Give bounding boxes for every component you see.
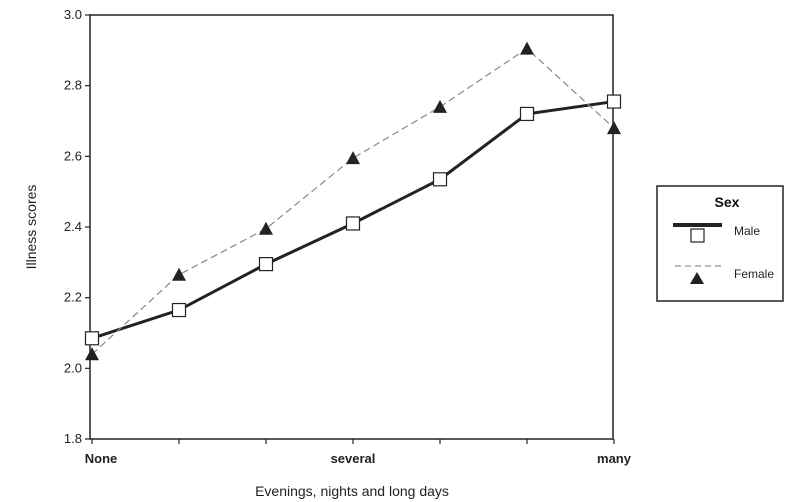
point-male	[345, 216, 361, 231]
x-tick-label: None	[85, 451, 118, 466]
y-tick-label: 2.8	[64, 78, 82, 93]
y-axis: 1.8 2.0 2.2 2.4 2.6 2.8 3.0	[64, 7, 90, 446]
point-female	[85, 347, 99, 361]
legend-female-label: Female	[734, 267, 774, 281]
legend-male-label: Male	[734, 224, 760, 238]
x-axis-title: Evenings, nights and long days	[255, 483, 449, 499]
point-female	[520, 41, 534, 55]
point-female	[346, 151, 360, 165]
y-tick-label: 3.0	[64, 7, 82, 22]
point-male	[258, 257, 274, 272]
point-male	[519, 106, 535, 122]
point-male	[171, 302, 187, 318]
point-male	[432, 172, 448, 187]
series-line-female	[91, 47, 615, 355]
y-tick-label: 1.8	[64, 431, 82, 446]
y-tick-label: 2.0	[64, 360, 82, 375]
y-tick-label: 2.4	[64, 219, 82, 234]
y-tick-label: 2.2	[64, 290, 82, 305]
point-female	[172, 267, 186, 281]
series-lines	[91, 47, 615, 355]
point-female	[433, 99, 447, 113]
point-female	[259, 221, 273, 235]
legend-title: Sex	[715, 194, 740, 210]
legend-female-marker	[690, 272, 704, 284]
y-tick-label: 2.6	[64, 148, 82, 163]
legend-entry-female: Female	[675, 265, 774, 284]
series-markers	[84, 41, 622, 361]
point-female	[607, 121, 621, 135]
point-male	[84, 331, 100, 346]
x-axis: None several many	[85, 439, 632, 466]
legend-entry-male: Male	[673, 223, 760, 243]
y-axis-title: Illness scores	[23, 185, 39, 270]
legend: Sex Male Female	[656, 185, 784, 302]
legend-male-marker	[690, 228, 705, 243]
legend-box	[656, 185, 784, 302]
x-tick-label: many	[597, 451, 632, 466]
point-male	[606, 94, 622, 109]
x-tick-label: several	[331, 451, 376, 466]
